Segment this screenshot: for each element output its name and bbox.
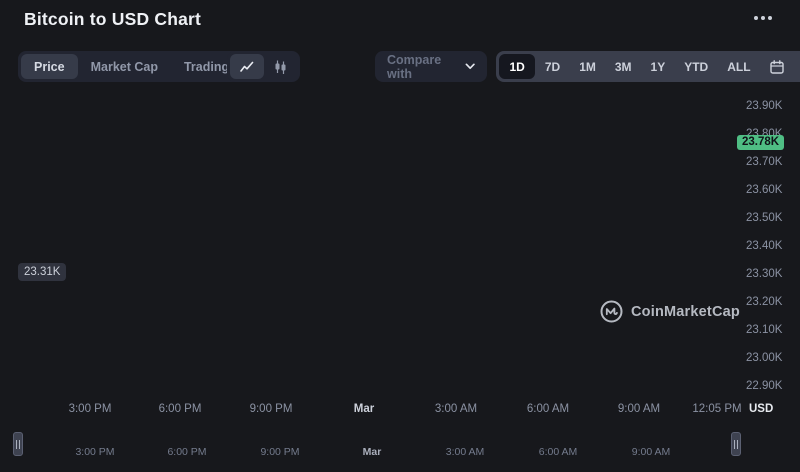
- compare-with-label: Compare with: [387, 52, 442, 81]
- x-axis-label: 3:00 AM: [434, 403, 478, 415]
- coinmarketcap-logo-icon: [600, 300, 623, 323]
- y-axis-label: 22.90K: [746, 380, 783, 392]
- x-axis-label: 12:05 PM: [692, 403, 742, 415]
- x-axis-label: 9:00 PM: [249, 403, 293, 415]
- tab-market-cap[interactable]: Market Cap: [90, 59, 158, 74]
- range-1y-button[interactable]: 1Y: [650, 59, 666, 74]
- y-axis-label: 23.90K: [746, 100, 783, 112]
- baseline-price-label: 23.31K: [18, 263, 67, 281]
- last-price-badge: 23.78K: [737, 135, 785, 150]
- y-axis-label: 23.70K: [746, 156, 783, 168]
- line-chart-button[interactable]: [230, 54, 264, 79]
- calendar-button[interactable]: [760, 54, 793, 79]
- chevron-down-icon: [465, 63, 475, 70]
- line-chart-icon: [240, 61, 254, 72]
- navigator-label: 6:00 AM: [538, 446, 578, 458]
- navigator-label: 6:00 PM: [167, 446, 207, 458]
- x-axis-label: 6:00 AM: [526, 403, 570, 415]
- range-1m-button[interactable]: 1M: [579, 59, 596, 74]
- navigator-label: 9:00 PM: [260, 446, 300, 458]
- y-axis-label: 23.20K: [746, 296, 783, 308]
- compare-with-dropdown[interactable]: Compare with: [375, 51, 487, 82]
- more-options-icon[interactable]: [754, 16, 772, 20]
- navigator-label: 9:00 AM: [631, 446, 671, 458]
- price-chart-plot-area[interactable]: [18, 95, 736, 403]
- coinmarketcap-watermark: CoinMarketCap: [600, 300, 740, 323]
- y-axis-label: 23.50K: [746, 212, 783, 224]
- navigator-label: 3:00 AM: [445, 446, 485, 458]
- navigator-scroll-area[interactable]: [18, 424, 737, 464]
- x-axis-label: 6:00 PM: [158, 403, 202, 415]
- navigator-right-handle[interactable]: [731, 432, 741, 456]
- navigator-left-handle[interactable]: [13, 432, 23, 456]
- currency-label: USD: [749, 403, 774, 415]
- candlestick-chart-button[interactable]: [264, 54, 297, 79]
- y-axis-label: 23.10K: [746, 324, 783, 336]
- navigator-label: 3:00 PM: [75, 446, 115, 458]
- y-axis-label: 23.30K: [746, 268, 783, 280]
- candlestick-icon: [275, 60, 286, 74]
- tab-price[interactable]: Price: [21, 54, 78, 79]
- y-axis-label: 23.60K: [746, 184, 783, 196]
- range-7d-button[interactable]: 7D: [544, 59, 561, 74]
- x-axis-label: 3:00 PM: [68, 403, 112, 415]
- y-axis-label: 23.40K: [746, 240, 783, 252]
- x-axis-label: Mar: [353, 403, 375, 415]
- chart-type-group: [227, 51, 300, 82]
- range-3m-button[interactable]: 3M: [614, 59, 632, 74]
- x-axis-label: 9:00 AM: [617, 403, 661, 415]
- range-selector-group: 1D 7D 1M 3M 1Y YTD ALL LOG: [496, 51, 800, 82]
- range-all-button[interactable]: ALL: [727, 59, 751, 74]
- calendar-icon: [769, 59, 784, 74]
- range-ytd-button[interactable]: YTD: [684, 59, 709, 74]
- y-axis-label: 23.00K: [746, 352, 783, 364]
- range-1d-button[interactable]: 1D: [499, 54, 536, 79]
- navigator-label: Mar: [362, 446, 382, 458]
- watermark-text: CoinMarketCap: [631, 303, 740, 320]
- page-title: Bitcoin to USD Chart: [24, 9, 202, 29]
